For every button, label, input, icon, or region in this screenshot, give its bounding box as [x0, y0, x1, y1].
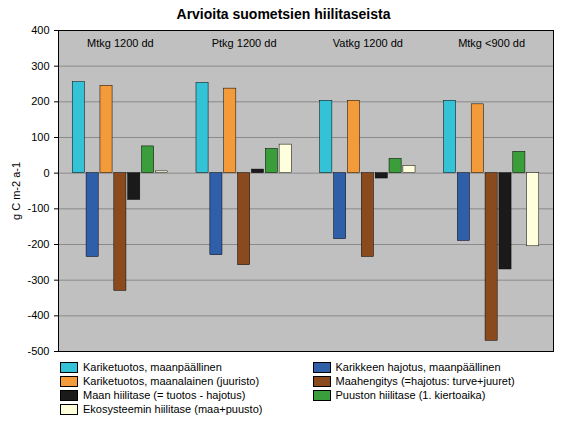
- svg-text:-500: -500: [27, 345, 49, 357]
- svg-text:300: 300: [31, 60, 49, 72]
- svg-text:Vatkg 1200 dd: Vatkg 1200 dd: [333, 37, 403, 49]
- svg-text:-100: -100: [27, 202, 49, 214]
- svg-text:400: 400: [31, 24, 49, 36]
- svg-text:Ptkg 1200 dd: Ptkg 1200 dd: [212, 37, 277, 49]
- svg-text:Mtkg <900 dd: Mtkg <900 dd: [458, 37, 525, 49]
- html-text:Ekosysteemin hiilitase (maa+pu: Ekosysteemin hiilitase (maa+puusto): [83, 403, 263, 415]
- html-text:Maan hiilitase (= tuotos - haj: Maan hiilitase (= tuotos - hajotus): [83, 389, 246, 401]
- html-text:Karikkeen hajotus, maanpäällin: Karikkeen hajotus, maanpäällinen: [335, 361, 501, 373]
- svg-text:Mtkg 1200 dd: Mtkg 1200 dd: [87, 37, 154, 49]
- html-text:Arvioita suometsien hiilitasei: Arvioita suometsien hiilitaseista: [176, 6, 391, 22]
- html-text:Kariketuotos, maanpäällinen: Kariketuotos, maanpäällinen: [83, 361, 222, 373]
- svg-text:-300: -300: [27, 274, 49, 286]
- svg-text:-200: -200: [27, 238, 49, 250]
- svg-text:0: 0: [43, 167, 49, 179]
- html-text:Maahengitys (=hajotus: turve+j: Maahengitys (=hajotus: turve+juuret): [335, 375, 515, 387]
- html-text:Kariketuotos, maanalainen (juu: Kariketuotos, maanalainen (juuristo): [83, 375, 260, 387]
- svg-text:-400: -400: [27, 309, 49, 321]
- svg-text:g C m-2 a-1: g C m-2 a-1: [10, 162, 22, 220]
- svg-text:200: 200: [31, 95, 49, 107]
- svg-text:100: 100: [31, 131, 49, 143]
- html-text:Puuston hiilitase (1. kiertoai: Puuston hiilitase (1. kiertoaika): [335, 389, 486, 401]
